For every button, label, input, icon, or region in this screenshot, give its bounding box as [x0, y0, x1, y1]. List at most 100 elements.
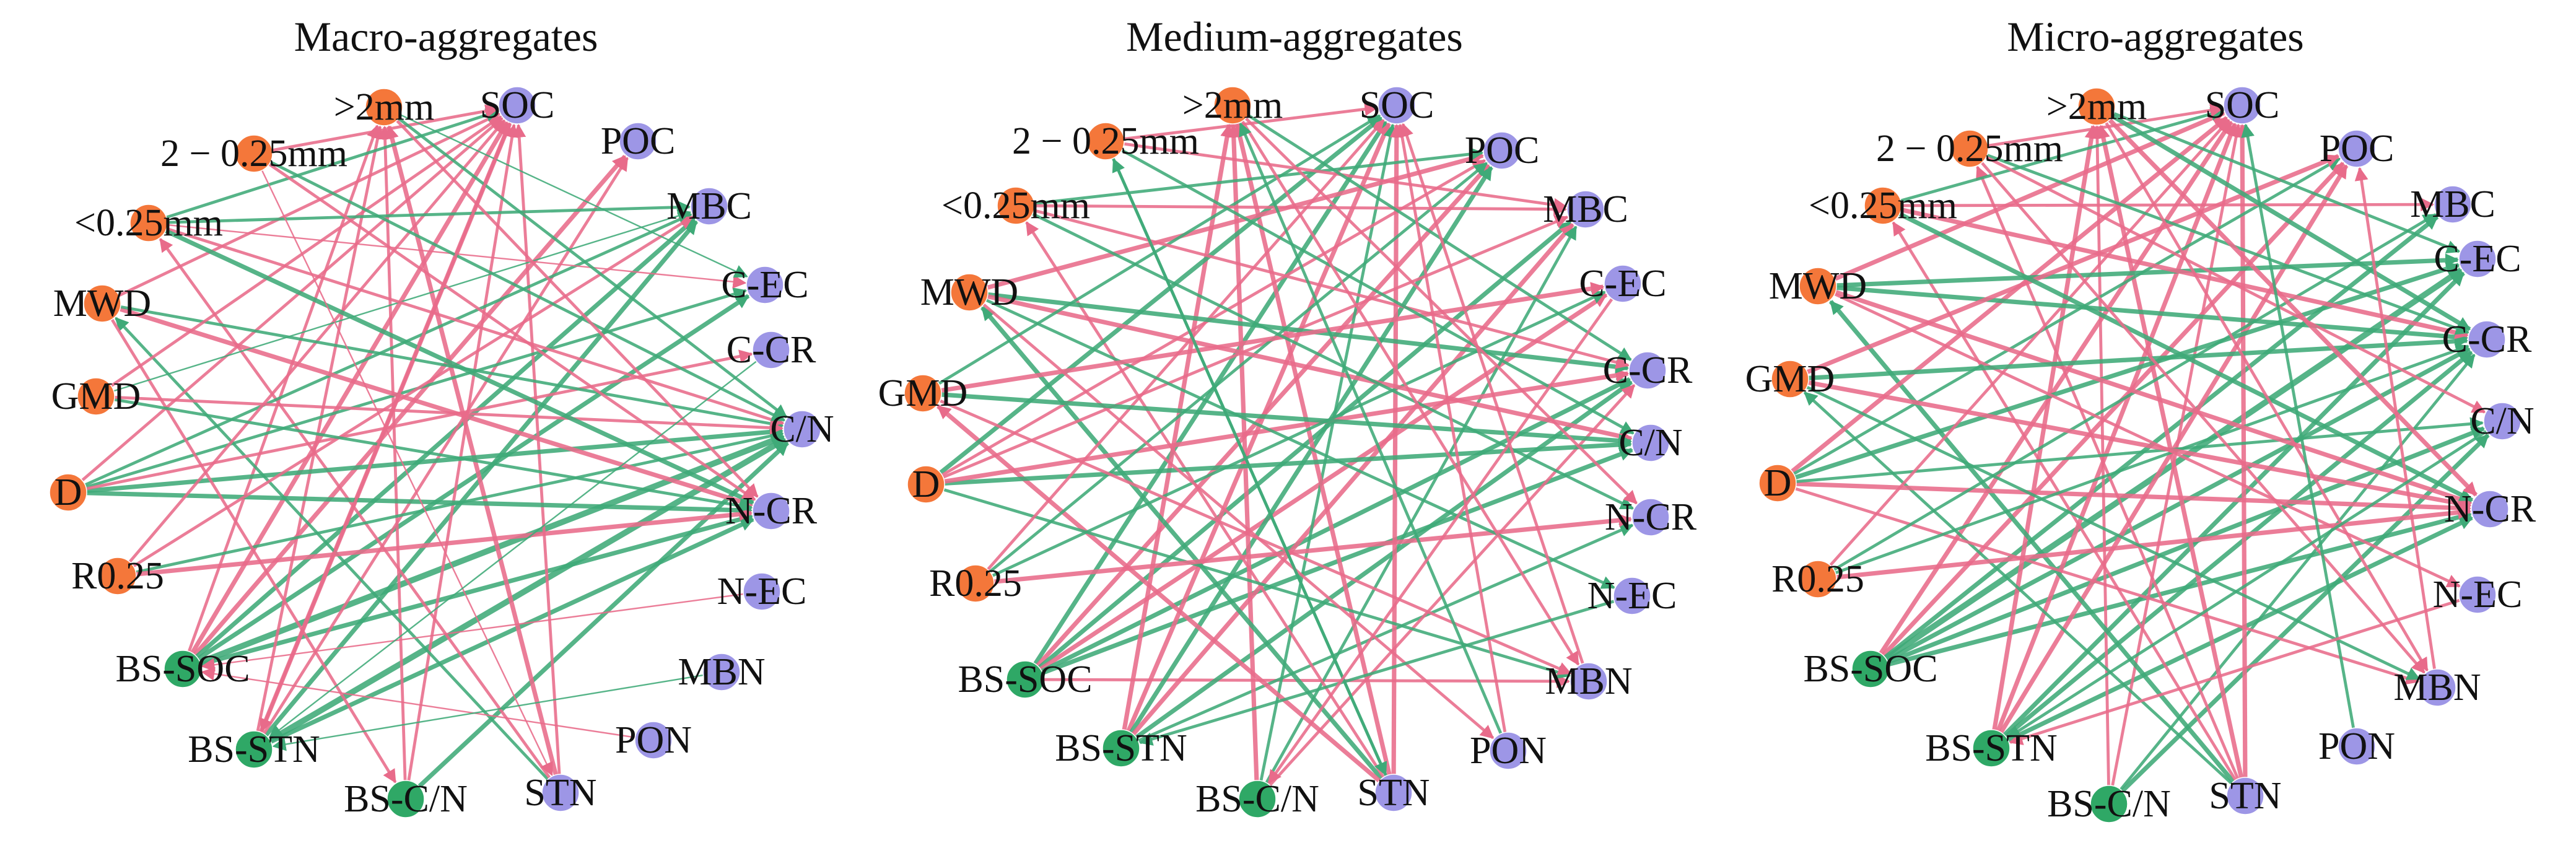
edge-positive	[268, 163, 756, 501]
node-circle	[2468, 320, 2506, 359]
node-lt025: <0.25mm	[74, 202, 223, 244]
node-label: STN	[1357, 772, 1430, 814]
edge-positive	[1039, 292, 1608, 671]
edge-positive	[1124, 142, 1568, 212]
node-label: D	[55, 471, 82, 514]
node-circle	[98, 557, 137, 595]
node-circle	[1006, 660, 1044, 699]
edge-negative	[1806, 385, 2421, 681]
edge-negative	[268, 436, 787, 743]
node-cec: C-EC	[721, 264, 808, 306]
edge-positive	[1806, 154, 2340, 375]
edge-negative	[985, 299, 1615, 589]
edge-negative	[120, 305, 784, 431]
edge-positive	[1980, 162, 2425, 674]
edge-positive	[1988, 103, 2224, 147]
node-ncr: N-CR	[725, 490, 818, 532]
node-label: C-CR	[727, 329, 816, 371]
node-bsstn: BS-STN	[1925, 727, 2058, 769]
node-label: BS-C/N	[2047, 783, 2171, 825]
node-circle	[77, 377, 115, 416]
edge-negative	[114, 398, 753, 513]
node-circle	[1570, 662, 1608, 701]
node-mwd: MWD	[1769, 265, 1867, 307]
node-nec: N-EC	[2433, 574, 2523, 616]
node-circle	[235, 730, 273, 769]
node-circle	[2483, 402, 2521, 440]
edge-positive	[272, 104, 499, 152]
edge-positive	[1900, 207, 2469, 339]
node-label: BS-STN	[1055, 727, 1187, 769]
edge-negative	[165, 108, 500, 219]
node-label: MBN	[2393, 667, 2481, 709]
edge-positive	[2105, 121, 2429, 672]
edge-negative	[195, 217, 696, 658]
edge-positive	[407, 123, 519, 781]
node-circle	[907, 465, 945, 504]
node-label: BS-SOC	[1803, 648, 1937, 690]
edge-positive	[939, 399, 1572, 675]
edge-negative	[2120, 433, 2490, 793]
edge-positive	[1791, 116, 2229, 473]
edge-negative	[115, 317, 549, 780]
node-label: GMD	[51, 375, 141, 417]
node-cec: C-EC	[1579, 263, 1666, 305]
node-nec: N-EC	[1587, 575, 1677, 617]
edge-positive	[1834, 111, 2225, 281]
panel-title: Micro-aggregates	[2007, 13, 2304, 60]
node-stn: STN	[2209, 775, 2281, 817]
node-cn: C/N	[2470, 400, 2534, 442]
edge-positive	[1126, 122, 1391, 732]
node-circle	[743, 572, 781, 611]
node-r025: R0.25	[71, 555, 164, 597]
node-circle	[49, 473, 87, 512]
node-label: BS-SOC	[958, 658, 1092, 701]
node-label: POC	[2320, 128, 2395, 170]
node-label: MBN	[1545, 660, 1632, 702]
node-label: N-EC	[717, 570, 807, 613]
node-label: STN	[524, 772, 596, 814]
edge-negative	[1792, 157, 2341, 476]
node-label: N-CR	[2444, 488, 2536, 530]
edge-positive	[1829, 119, 2230, 567]
node-gt2: >2mm	[2046, 85, 2147, 128]
node-mbn: MBN	[2393, 667, 2481, 709]
node-circle	[2223, 86, 2261, 125]
node-label: 2 − 0.25mm	[1012, 120, 1199, 162]
node-circle	[1864, 186, 1902, 225]
edge-positive	[1244, 117, 1638, 505]
edge-positive	[378, 125, 407, 781]
panel-title: Medium-aggregates	[1126, 13, 1463, 60]
node-circle	[1631, 498, 1670, 536]
edge-layer	[81, 104, 790, 789]
node-bsstn: BS-STN	[188, 728, 320, 771]
node-label: >2mm	[1182, 84, 1283, 126]
node-circle	[1374, 774, 1413, 812]
edge-negative	[2241, 123, 2356, 728]
node-mid: 2 − 0.25mm	[160, 133, 347, 175]
edge-positive	[261, 170, 553, 777]
edge-negative	[200, 512, 754, 667]
node-circle	[997, 186, 1035, 225]
node-circle	[1102, 729, 1140, 767]
node-label: C/N	[1618, 422, 1682, 464]
edge-negative	[1121, 149, 1635, 435]
node-label: N-CR	[725, 490, 818, 532]
edge-positive	[110, 318, 397, 784]
node-label: C-EC	[1579, 263, 1666, 305]
node-circle	[498, 86, 536, 125]
node-label: BS-C/N	[344, 778, 468, 820]
node-label: C/N	[2470, 400, 2534, 442]
node-gmd: GMD	[878, 372, 968, 414]
edge-negative	[1803, 391, 2233, 785]
node-bscn: BS-C/N	[2047, 783, 2171, 825]
node-label: MBC	[666, 185, 752, 227]
node-soc: SOC	[2205, 84, 2280, 126]
node-ccr: C-CR	[1603, 349, 1693, 391]
node-label: N-EC	[2433, 574, 2523, 616]
node-circle	[1378, 86, 1416, 125]
node-bssoc: BS-SOC	[958, 658, 1092, 701]
node-circle	[2090, 785, 2128, 823]
node-stn: STN	[524, 772, 596, 814]
node-label: 2 − 0.25mm	[160, 133, 347, 175]
